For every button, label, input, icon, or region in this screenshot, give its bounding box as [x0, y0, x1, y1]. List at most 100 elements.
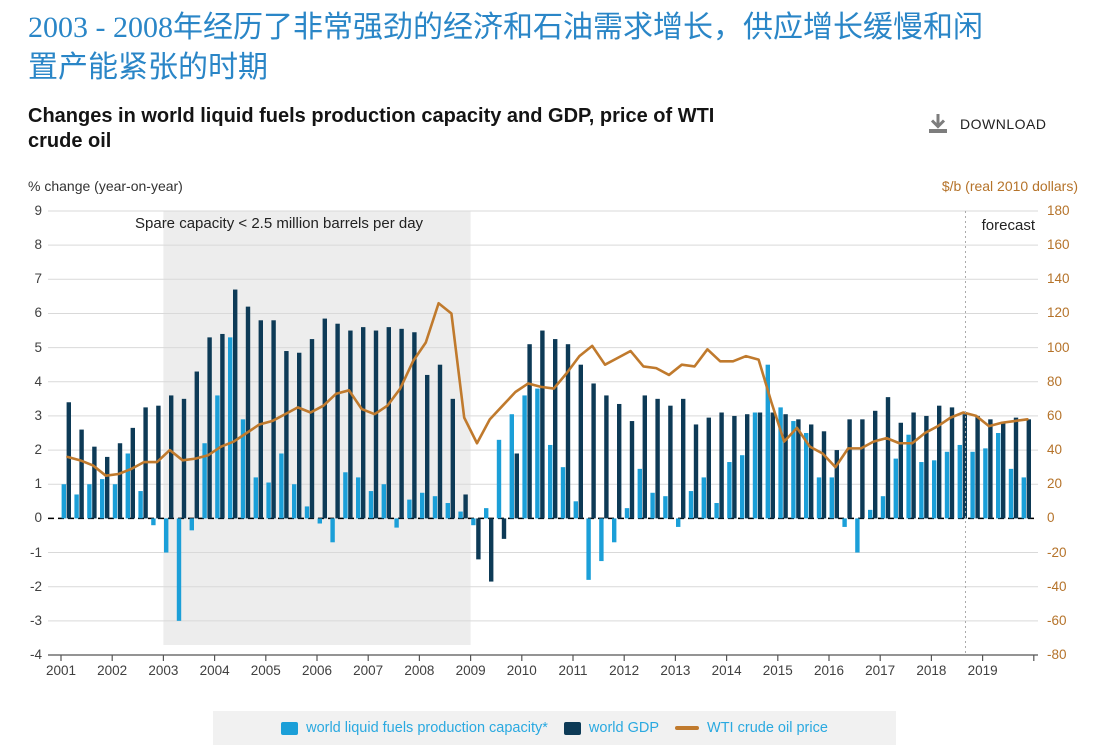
bar-capacity[interactable]	[791, 421, 796, 519]
bar-capacity[interactable]	[61, 484, 66, 519]
bar-gdp[interactable]	[885, 397, 891, 519]
bar-gdp[interactable]	[642, 395, 647, 519]
bar-gdp[interactable]	[92, 446, 97, 519]
bar-capacity[interactable]	[727, 462, 732, 519]
bar-gdp[interactable]	[207, 337, 212, 519]
bar-gdp[interactable]	[489, 518, 494, 582]
bar-capacity[interactable]	[804, 433, 809, 519]
bar-capacity[interactable]	[740, 455, 745, 519]
bar-capacity[interactable]	[215, 395, 220, 519]
bar-capacity[interactable]	[676, 518, 681, 527]
bar-capacity[interactable]	[87, 484, 92, 519]
bar-gdp[interactable]	[527, 344, 532, 519]
bar-capacity[interactable]	[688, 491, 694, 519]
bar-gdp[interactable]	[565, 344, 571, 519]
bar-capacity[interactable]	[637, 468, 642, 519]
bar-gdp[interactable]	[514, 453, 519, 519]
bar-gdp[interactable]	[617, 403, 622, 519]
bar-capacity[interactable]	[957, 444, 962, 519]
bar-gdp[interactable]	[361, 327, 366, 519]
bar-gdp[interactable]	[821, 431, 827, 519]
bar-capacity[interactable]	[100, 479, 105, 519]
bar-gdp[interactable]	[130, 427, 135, 519]
bar-gdp[interactable]	[706, 417, 711, 519]
bar-capacity[interactable]	[624, 508, 630, 519]
wti-line[interactable]	[66, 301, 1029, 477]
bar-gdp[interactable]	[258, 320, 263, 519]
bar-gdp[interactable]	[399, 328, 404, 519]
bar-gdp[interactable]	[79, 429, 84, 519]
bar-gdp[interactable]	[629, 421, 635, 519]
bar-gdp[interactable]	[719, 412, 724, 519]
bar-capacity[interactable]	[292, 484, 297, 519]
bar-gdp[interactable]	[911, 412, 916, 519]
bar-capacity[interactable]	[612, 518, 617, 543]
bar-capacity[interactable]	[778, 407, 783, 519]
bar-gdp[interactable]	[412, 332, 417, 519]
bar-capacity[interactable]	[74, 494, 79, 519]
bar-gdp[interactable]	[386, 327, 391, 519]
bar-capacity[interactable]	[202, 443, 207, 519]
bar-gdp[interactable]	[450, 398, 455, 519]
bar-capacity[interactable]	[279, 453, 284, 519]
bar-gdp[interactable]	[463, 494, 468, 519]
bar-gdp[interactable]	[975, 415, 980, 519]
bar-gdp[interactable]	[757, 412, 763, 519]
bar-capacity[interactable]	[714, 503, 719, 519]
bar-capacity[interactable]	[944, 451, 950, 519]
bar-capacity[interactable]	[164, 518, 169, 553]
bar-capacity[interactable]	[266, 482, 271, 519]
bar-gdp[interactable]	[117, 443, 123, 519]
bar-gdp[interactable]	[591, 383, 596, 519]
bar-capacity[interactable]	[586, 518, 591, 580]
bar-gdp[interactable]	[309, 339, 315, 519]
bar-capacity[interactable]	[138, 491, 143, 519]
bar-gdp[interactable]	[668, 405, 673, 519]
bar-gdp[interactable]	[693, 424, 699, 519]
bar-gdp[interactable]	[169, 395, 174, 519]
bar-capacity[interactable]	[573, 501, 578, 519]
bar-gdp[interactable]	[809, 424, 814, 519]
bar-capacity[interactable]	[253, 477, 258, 519]
bar-gdp[interactable]	[1026, 419, 1031, 519]
bar-gdp[interactable]	[245, 306, 251, 519]
bar-capacity[interactable]	[752, 412, 758, 519]
bar-capacity[interactable]	[906, 434, 911, 519]
bar-capacity[interactable]	[407, 499, 412, 519]
bar-capacity[interactable]	[189, 518, 194, 531]
bar-gdp[interactable]	[796, 419, 801, 519]
bar-gdp[interactable]	[540, 330, 545, 519]
bar-capacity[interactable]	[496, 439, 502, 519]
bar-gdp[interactable]	[604, 395, 609, 519]
bar-capacity[interactable]	[471, 518, 476, 526]
bar-gdp[interactable]	[783, 414, 788, 519]
bar-capacity[interactable]	[983, 448, 988, 519]
bar-gdp[interactable]	[66, 402, 71, 519]
bar-gdp[interactable]	[962, 414, 967, 519]
bar-capacity[interactable]	[343, 472, 348, 519]
bar-gdp[interactable]	[437, 364, 443, 519]
bar-capacity[interactable]	[880, 496, 886, 519]
bar-capacity[interactable]	[125, 453, 130, 519]
bar-gdp[interactable]	[988, 419, 993, 519]
bar-gdp[interactable]	[335, 323, 340, 519]
legend-item-capacity[interactable]: world liquid fuels production capacity*	[281, 720, 548, 736]
bar-gdp[interactable]	[937, 405, 942, 519]
bar-capacity[interactable]	[228, 337, 233, 519]
bar-capacity[interactable]	[650, 492, 655, 519]
bar-capacity[interactable]	[919, 462, 924, 519]
bar-capacity[interactable]	[445, 503, 450, 519]
bar-gdp[interactable]	[501, 518, 507, 539]
bar-gdp[interactable]	[233, 289, 238, 519]
bar-capacity[interactable]	[394, 518, 399, 528]
bar-capacity[interactable]	[868, 509, 873, 519]
bar-gdp[interactable]	[681, 398, 686, 519]
bar-capacity[interactable]	[112, 484, 118, 519]
bar-gdp[interactable]	[553, 339, 558, 519]
bar-capacity[interactable]	[816, 477, 822, 519]
bar-gdp[interactable]	[297, 352, 302, 519]
bar-capacity[interactable]	[176, 518, 182, 621]
bar-capacity[interactable]	[304, 506, 310, 519]
bar-capacity[interactable]	[535, 388, 540, 519]
bar-gdp[interactable]	[322, 318, 327, 519]
